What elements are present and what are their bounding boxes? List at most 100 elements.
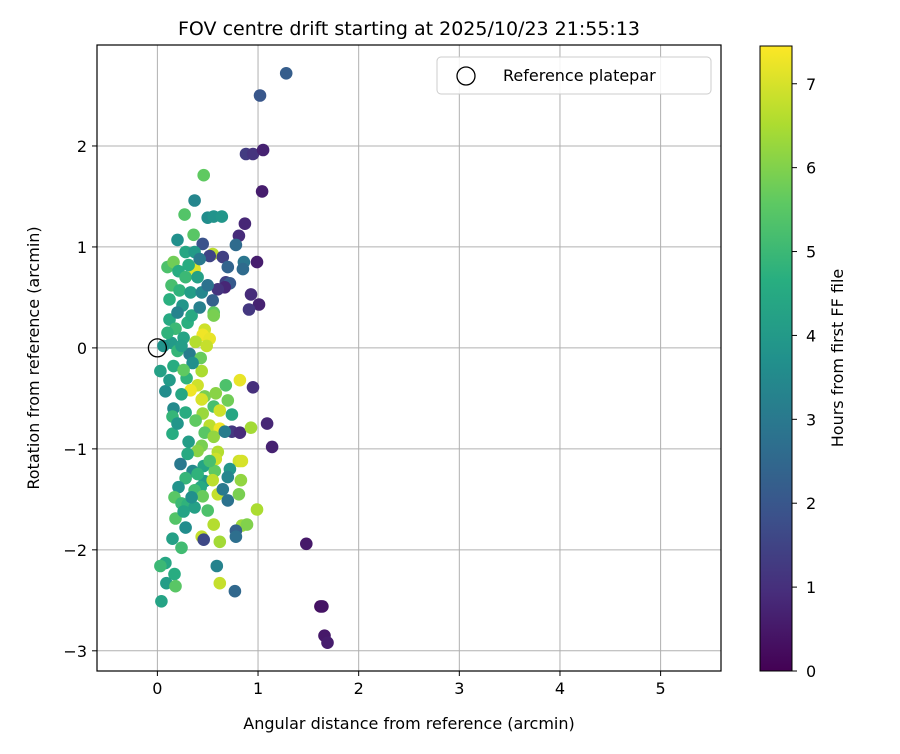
plot-frame [96, 44, 722, 672]
data-point [256, 143, 270, 157]
data-point [172, 480, 185, 494]
data-point [163, 373, 176, 387]
data-point [300, 537, 313, 551]
data-point [171, 233, 184, 247]
data-point [185, 309, 198, 322]
data-point [166, 532, 179, 545]
data-point [154, 559, 167, 573]
data-point [171, 417, 184, 430]
data-point [211, 283, 225, 296]
data-point [240, 518, 254, 531]
data-point [186, 356, 199, 370]
x-tick-label: 0 [152, 679, 162, 698]
data-point [173, 284, 186, 297]
data-point [216, 250, 230, 264]
data-point [155, 595, 168, 608]
y-axis-label: Rotation from reference (arcmin) [24, 226, 43, 489]
data-point [232, 488, 246, 501]
data-point [221, 470, 235, 484]
data-point [188, 501, 201, 514]
data-point [203, 249, 216, 263]
data-point [169, 579, 182, 593]
colorbar-tick-label: 1 [806, 578, 816, 597]
data-point [219, 379, 233, 392]
colorbar-tick-label: 0 [806, 662, 816, 681]
data-point [207, 518, 220, 531]
y-tick-label: 2 [77, 137, 87, 156]
data-point [185, 491, 198, 504]
colorbar-tick-label: 4 [806, 326, 816, 345]
data-point [191, 270, 204, 284]
data-point [242, 303, 256, 316]
data-point [182, 258, 195, 272]
x-tick-label: 3 [454, 679, 464, 698]
data-point [189, 414, 202, 427]
data-point [184, 286, 197, 299]
data-point [216, 483, 230, 496]
data-point [177, 505, 190, 518]
data-point [321, 636, 334, 649]
data-point [201, 279, 214, 292]
data-point [260, 417, 274, 430]
data-point [161, 326, 174, 340]
data-point [225, 408, 239, 421]
data-point [206, 294, 219, 307]
data-point [207, 430, 220, 444]
x-tick-label: 2 [354, 679, 364, 698]
legend-box [436, 56, 712, 95]
x-axis-label: Angular distance from reference (arcmin) [243, 714, 574, 733]
data-point [207, 309, 220, 322]
data-point [209, 387, 223, 400]
x-tick-label: 5 [656, 679, 666, 698]
colorbar-tick-label: 3 [806, 410, 816, 429]
data-point [236, 262, 250, 276]
data-point [213, 535, 227, 549]
data-point [166, 427, 179, 441]
data-point [206, 473, 219, 487]
data-point [193, 252, 206, 266]
data-point [234, 473, 248, 487]
x-axis-ticks: 0 1 2 3 4 5 [152, 671, 666, 698]
data-point [163, 293, 176, 306]
data-point [233, 426, 247, 440]
data-point [213, 576, 227, 590]
data-point [182, 435, 195, 449]
y-tick-label: 0 [77, 339, 87, 358]
legend-label: Reference platepar [503, 66, 656, 85]
data-point [316, 600, 329, 613]
colorbar-tick-label: 6 [806, 159, 816, 178]
legend: Reference platepar [436, 56, 712, 95]
data-point [175, 339, 188, 353]
data-point [250, 503, 264, 516]
data-point [177, 363, 190, 377]
data-point [179, 406, 192, 419]
data-point [174, 457, 187, 471]
legend-marker-open-circle [456, 66, 476, 86]
data-point [218, 425, 232, 439]
reference-layer [147, 338, 168, 358]
colorbar-tick-label: 7 [806, 75, 816, 94]
y-tick-label: −1 [63, 440, 87, 459]
y-tick-label: −3 [63, 642, 87, 661]
data-point [265, 440, 279, 454]
data-point [175, 388, 188, 401]
data-point [246, 147, 260, 161]
chart-title: FOV centre drift starting at 2025/10/23 … [178, 18, 640, 40]
data-point [178, 208, 191, 221]
data-point [244, 421, 258, 435]
data-point [215, 210, 229, 223]
data-point [221, 494, 235, 507]
data-point [244, 288, 258, 301]
data-point [210, 559, 224, 573]
points-layer [154, 67, 334, 649]
data-point [238, 217, 252, 230]
data-point [246, 381, 260, 394]
colorbar [759, 45, 793, 672]
colorbar-ticks: 0 1 2 3 4 5 6 7 [792, 75, 816, 681]
data-point [179, 471, 192, 485]
data-point [171, 306, 184, 319]
data-point [213, 404, 227, 417]
data-point [255, 185, 269, 198]
data-point [253, 89, 267, 102]
data-point [189, 335, 202, 349]
